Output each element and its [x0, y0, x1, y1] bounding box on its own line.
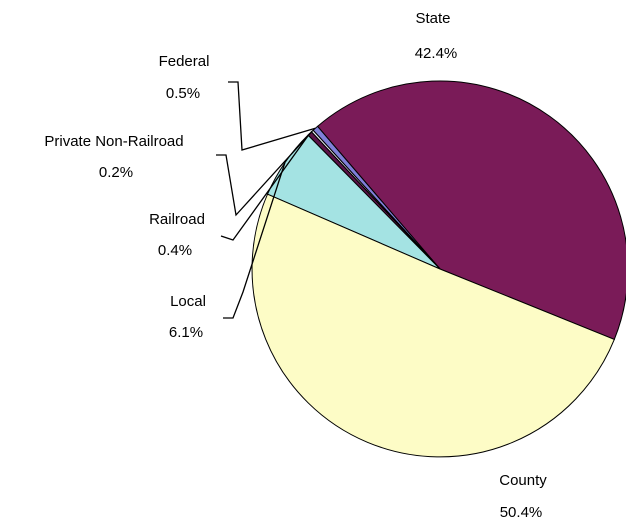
slice-label-county: County	[499, 472, 547, 489]
slice-value-state: 42.4%	[415, 45, 458, 62]
slice-value-federal: 0.5%	[166, 85, 200, 102]
slice-label-local: Local	[170, 293, 206, 310]
leader-line-local	[223, 162, 286, 319]
slice-value-local: 6.1%	[169, 324, 203, 341]
leader-line-federal	[228, 81, 316, 151]
slice-value-railroad: 0.4%	[158, 242, 192, 259]
leader-line-private-non-railroad	[216, 130, 313, 217]
leader-line-railroad	[220, 133, 311, 241]
slice-label-railroad: Railroad	[149, 211, 205, 228]
slice-value-county: 50.4%	[500, 504, 543, 521]
slice-label-federal: Federal	[159, 53, 210, 70]
pie-slice-county	[251, 193, 615, 458]
slice-value-private-non-railroad: 0.2%	[99, 164, 133, 181]
slice-labels: State 42.4% County 50.4% Local 6.1% Rail…	[44, 10, 547, 521]
slice-label-private-non-railroad: Private Non-Railroad	[44, 133, 183, 150]
leader-lines	[216, 81, 316, 319]
slice-label-state: State	[415, 10, 450, 27]
pie-slices	[251, 80, 626, 458]
pie-slice-state	[316, 80, 626, 341]
